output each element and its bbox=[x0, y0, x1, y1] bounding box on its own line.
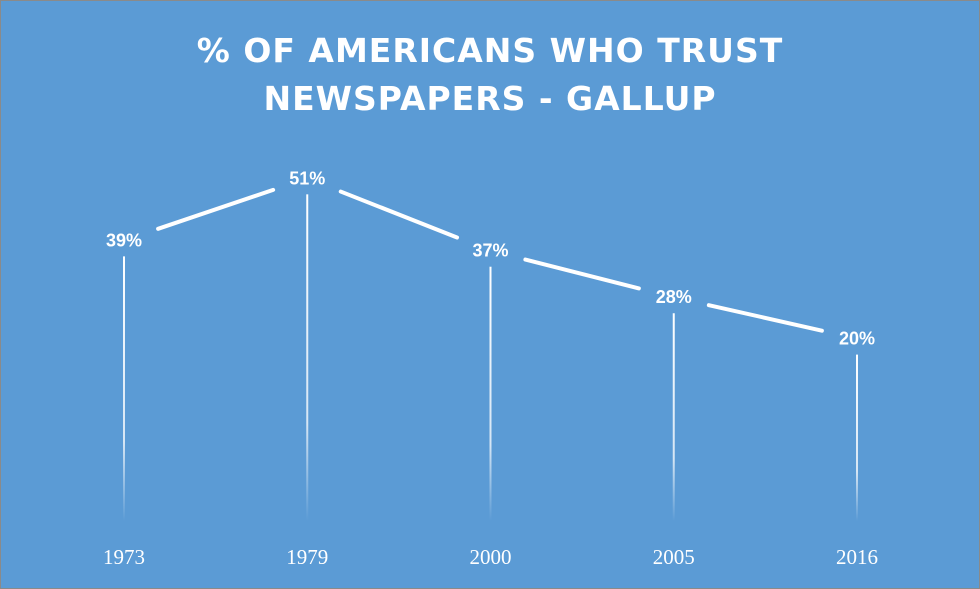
drop-lines bbox=[123, 194, 858, 521]
drop-line bbox=[489, 266, 492, 521]
drop-line bbox=[672, 313, 675, 521]
x-tick-label: 2005 bbox=[653, 545, 695, 569]
drop-line bbox=[306, 194, 309, 521]
chart-title-line-1: % OF AMERICANS WHO TRUST bbox=[196, 31, 784, 70]
data-label: 37% bbox=[472, 241, 508, 261]
series-line-segment bbox=[156, 187, 276, 231]
series-line bbox=[156, 187, 824, 333]
data-label: 39% bbox=[106, 230, 142, 250]
x-tick-label: 1979 bbox=[286, 545, 328, 569]
chart-title: % OF AMERICANS WHO TRUST NEWSPAPERS - GA… bbox=[1, 27, 979, 123]
x-tick-label: 1973 bbox=[103, 545, 145, 569]
x-axis-tick-labels: 1973 1979 2000 2005 2016 bbox=[103, 545, 878, 569]
drop-line bbox=[123, 256, 125, 521]
data-label: 51% bbox=[289, 168, 325, 188]
x-tick-label: 2016 bbox=[836, 545, 878, 569]
series-line-segment bbox=[706, 303, 824, 333]
drop-line bbox=[856, 354, 858, 521]
series-line-segment bbox=[523, 257, 641, 291]
data-labels: 39% 51% 37% 28% 20% bbox=[106, 168, 875, 348]
series-line-segment bbox=[338, 189, 460, 240]
x-tick-label: 2000 bbox=[470, 545, 512, 569]
data-label: 28% bbox=[656, 287, 692, 307]
chart-title-line-2: NEWSPAPERS - GALLUP bbox=[263, 79, 717, 118]
data-label: 20% bbox=[839, 329, 875, 349]
